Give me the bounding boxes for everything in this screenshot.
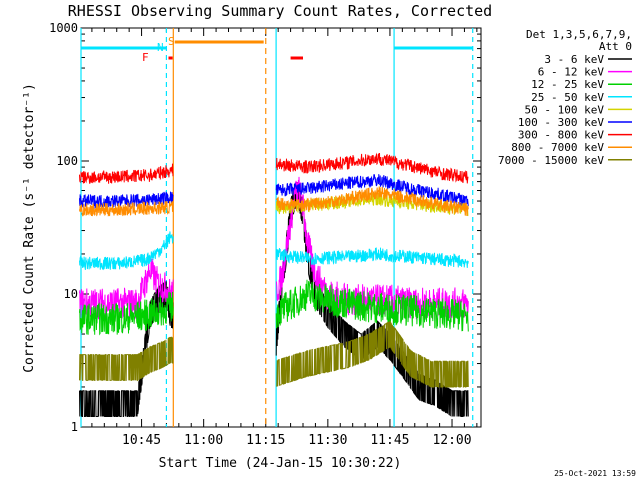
x-tick-label: 11:00 (184, 433, 223, 448)
series-12-25-kev (79, 279, 469, 336)
series-7000-15000-kev-trace (276, 320, 469, 388)
series-7000-15000-kev (79, 320, 469, 388)
series-25-50-kev (79, 231, 469, 271)
legend-label: 6 - 12 keV (538, 66, 605, 79)
legend-header: Det 1,3,5,6,7,9, (526, 28, 632, 41)
series-300-800-kev-trace (79, 163, 174, 184)
legend-label: 3 - 6 keV (544, 53, 604, 66)
series-100-300-kev (79, 173, 469, 209)
y-axis-label-text: Corrected Count Rate (s⁻¹ detector⁻¹) (22, 83, 37, 373)
legend-label: 7000 - 15000 keV (498, 154, 604, 167)
legend-header: Att 0 (599, 40, 632, 53)
series-12-25-kev-trace (79, 291, 174, 336)
x-tick-label: 11:45 (370, 433, 409, 448)
legend-label: 12 - 25 keV (531, 78, 604, 91)
series-100-300-kev-trace (79, 191, 174, 209)
series-12-25-kev-trace (275, 279, 469, 332)
legend-label: 25 - 50 keV (531, 91, 604, 104)
legend-label: 300 - 800 keV (518, 129, 604, 142)
series-800-7000-kev (79, 186, 469, 217)
x-tick-label: 11:30 (308, 433, 347, 448)
legend-label: 50 - 100 keV (525, 103, 605, 116)
series-25-50-kev-trace (79, 231, 174, 271)
series-6-12-kev-trace (275, 176, 469, 320)
series-layer (79, 152, 469, 417)
axis-ticks: 1 10 100 1000 10:45 11:00 11:15 11:30 11:45 12:00 (49, 21, 481, 448)
x-tick-label: 11:15 (246, 433, 285, 448)
series-300-800-kev-trace (275, 152, 469, 184)
x-tick-label: 12:00 (432, 433, 471, 448)
y-tick-label: 10 (64, 287, 78, 301)
y-tick-label: 1000 (49, 21, 78, 35)
legend-label: 800 - 7000 keV (511, 141, 604, 154)
series-300-800-kev (79, 152, 469, 184)
chart-title: RHESSI Observing Summary Count Rates, Co… (68, 2, 492, 20)
timestamp: 25-Oct-2021 13:59 (554, 469, 636, 478)
y-tick-label: 100 (56, 154, 78, 168)
series-800-7000-kev-trace (275, 186, 469, 217)
y-tick-label: 1 (71, 420, 78, 434)
flag-label: N (157, 41, 164, 54)
series-7000-15000-kev-trace (79, 336, 174, 382)
x-axis-label: Start Time (24-Jan-15 10:30:22) (159, 456, 402, 471)
flag-label: S (168, 35, 175, 48)
flag-bars: FN S (81, 35, 473, 64)
series-800-7000-kev-trace (79, 200, 174, 217)
y-axis-label: Corrected Count Rate (s⁻¹ detector⁻¹) (22, 83, 37, 373)
legend-label: 100 - 300 keV (518, 116, 604, 129)
series-6-12-kev-trace (79, 258, 174, 320)
series-25-50-kev-trace (275, 247, 469, 268)
series-100-300-kev-trace (275, 173, 469, 207)
x-tick-label: 10:45 (122, 433, 161, 448)
flag-label: F (142, 51, 149, 64)
series-6-12-kev (79, 176, 469, 320)
